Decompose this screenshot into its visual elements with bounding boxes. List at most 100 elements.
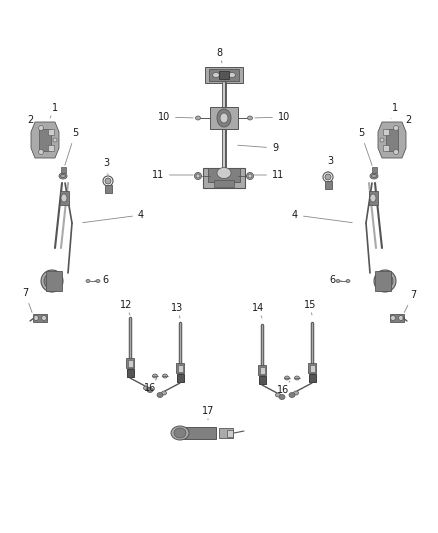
Ellipse shape [212,72,219,77]
Bar [48,145,54,151]
Bar [176,363,184,373]
Ellipse shape [393,125,399,131]
Ellipse shape [194,173,201,180]
Ellipse shape [294,376,300,380]
Text: 11: 11 [152,170,193,180]
Bar [310,365,314,372]
Text: 6: 6 [329,275,342,285]
Ellipse shape [346,279,350,282]
Bar [60,191,68,205]
Polygon shape [378,122,406,158]
Ellipse shape [289,392,295,398]
Bar [127,359,133,367]
Bar [60,167,66,173]
Bar [127,369,134,377]
Ellipse shape [370,173,378,179]
Bar [308,374,315,382]
Bar [46,271,62,291]
Bar [371,167,377,173]
Ellipse shape [39,149,43,155]
Ellipse shape [380,138,384,142]
Ellipse shape [220,113,228,123]
Text: 4: 4 [83,210,144,223]
Ellipse shape [217,167,231,179]
Ellipse shape [162,391,166,395]
Text: 3: 3 [327,156,333,173]
Text: 7: 7 [404,290,416,312]
Ellipse shape [247,116,252,120]
Bar [105,185,112,193]
Text: 16: 16 [277,381,290,395]
Bar [325,181,332,189]
Ellipse shape [370,194,376,202]
Ellipse shape [96,279,100,282]
Text: 7: 7 [22,288,32,312]
Ellipse shape [399,316,403,320]
Bar [219,428,233,438]
Bar [308,363,316,373]
Ellipse shape [325,174,331,180]
Text: 16: 16 [144,378,157,393]
Bar [48,129,54,135]
Ellipse shape [157,392,163,398]
Ellipse shape [53,138,57,142]
Bar [214,180,234,187]
Ellipse shape [147,387,153,392]
Text: 17: 17 [202,406,214,420]
Ellipse shape [41,270,63,292]
Ellipse shape [285,376,290,380]
Text: 14: 14 [252,303,264,318]
Text: 6: 6 [95,275,108,285]
Ellipse shape [229,72,236,77]
Ellipse shape [33,316,39,320]
Polygon shape [31,122,59,158]
Bar [390,314,404,322]
Ellipse shape [174,428,186,438]
Ellipse shape [293,391,299,395]
Text: 1: 1 [50,103,58,118]
Text: 1: 1 [391,103,398,118]
Bar [210,107,238,129]
Bar [126,358,134,368]
Ellipse shape [374,270,396,292]
Text: 3: 3 [103,158,109,175]
Text: 15: 15 [304,300,316,315]
Bar [33,314,47,322]
Ellipse shape [86,279,90,282]
Bar [39,129,51,151]
Bar [258,365,266,375]
Ellipse shape [381,277,389,285]
Text: 2: 2 [398,115,411,128]
Text: 5: 5 [65,128,78,165]
Text: 2: 2 [27,115,36,128]
Bar [177,374,184,382]
Ellipse shape [48,277,56,285]
Ellipse shape [247,173,254,180]
Text: 10: 10 [255,112,290,122]
Bar [383,145,389,151]
Bar [219,71,229,79]
Bar [383,129,389,135]
Text: 8: 8 [216,48,222,63]
Bar [258,376,265,384]
Ellipse shape [276,393,280,397]
Ellipse shape [336,279,340,282]
Ellipse shape [171,426,189,440]
Text: 4: 4 [292,210,352,223]
Ellipse shape [279,394,285,400]
Text: 12: 12 [120,300,132,315]
Text: 11: 11 [253,170,284,180]
Text: 10: 10 [158,112,193,122]
Bar [227,430,233,437]
Ellipse shape [377,273,393,289]
Ellipse shape [162,374,167,378]
Bar [208,168,240,182]
Ellipse shape [105,178,111,184]
Bar [386,129,398,151]
Ellipse shape [42,316,46,320]
Bar [177,365,183,372]
Ellipse shape [391,316,396,320]
Ellipse shape [195,116,201,120]
Ellipse shape [44,273,60,289]
Ellipse shape [152,374,158,378]
